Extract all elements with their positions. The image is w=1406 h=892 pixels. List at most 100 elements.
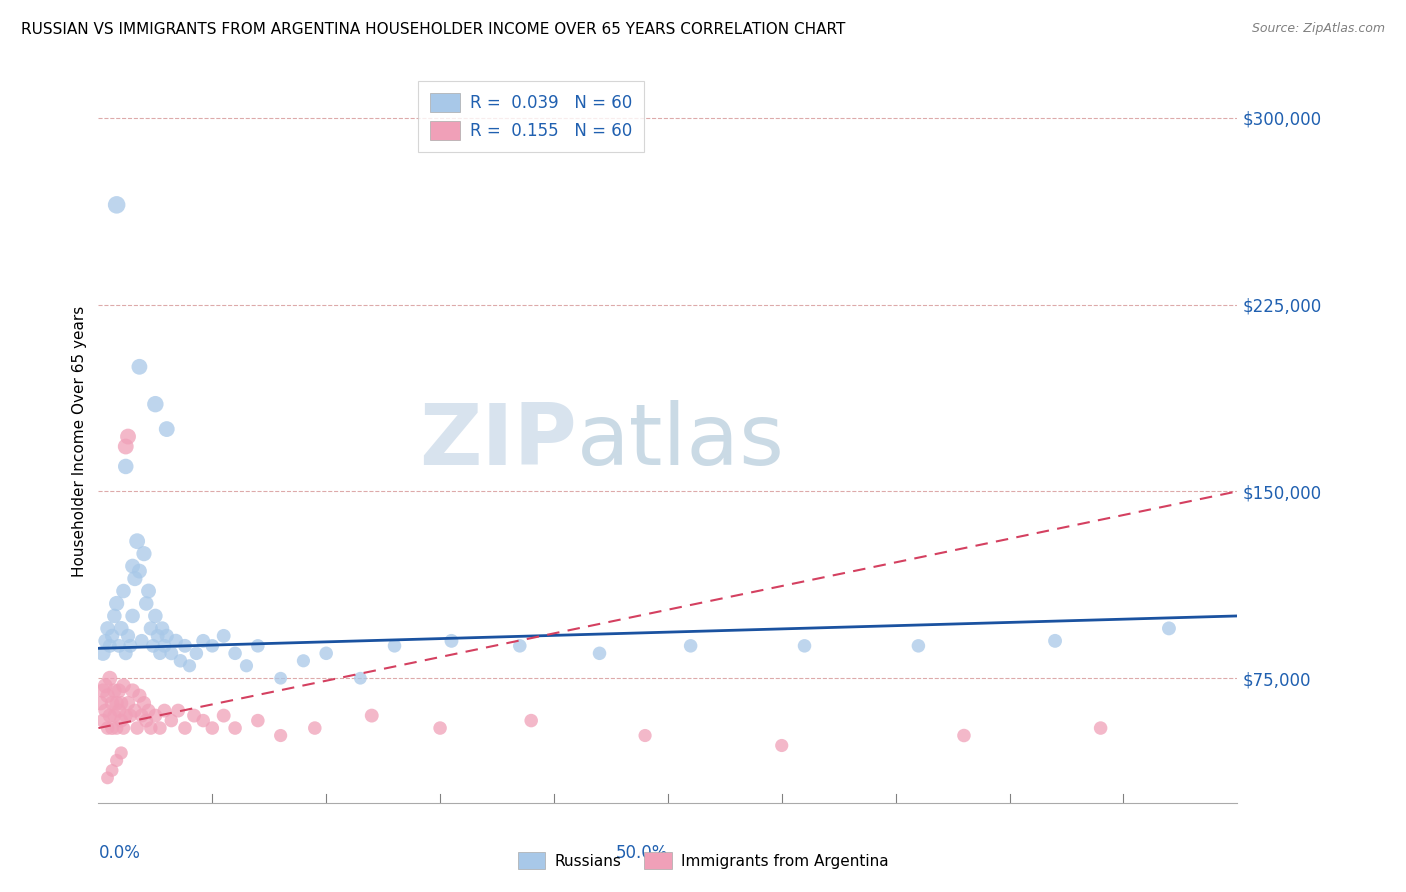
Point (270, 729, 292, 743)
Point (160, 714, 183, 728)
Point (246, 639, 269, 653)
Point (138, 584, 160, 599)
Point (304, 721, 326, 735)
Point (145, 397, 167, 411)
Point (315, 646, 337, 660)
Point (153, 704, 176, 718)
Point (246, 714, 269, 728)
Point (121, 683, 143, 698)
Point (953, 729, 976, 743)
Point (360, 708, 382, 723)
Point (509, 639, 531, 653)
Point (183, 708, 205, 723)
Text: atlas: atlas (576, 400, 785, 483)
Point (165, 633, 187, 648)
Point (132, 696, 155, 710)
Point (132, 547, 155, 561)
Point (117, 696, 139, 710)
Point (135, 597, 157, 611)
Point (112, 679, 135, 693)
Point (193, 714, 215, 728)
Point (224, 721, 246, 735)
Point (105, 721, 128, 735)
Point (145, 609, 167, 624)
Point (105, 696, 128, 710)
Point (108, 683, 131, 698)
Point (139, 621, 162, 635)
Point (124, 704, 146, 718)
Point (224, 646, 246, 660)
Point (131, 708, 153, 723)
Point (149, 646, 172, 660)
Point (128, 689, 150, 703)
Point (105, 597, 128, 611)
Point (114, 708, 136, 723)
Point (110, 696, 132, 710)
Point (160, 646, 183, 660)
Point (105, 754, 128, 768)
Point (94, 704, 117, 718)
Point (127, 534, 149, 549)
Point (135, 714, 157, 728)
Point (110, 621, 132, 635)
Point (114, 440, 136, 454)
Text: 50.0%: 50.0% (616, 845, 668, 863)
Point (186, 646, 208, 660)
Point (1157, 621, 1180, 635)
Legend: Russians, Immigrants from Argentina: Russians, Immigrants from Argentina (512, 846, 894, 875)
Point (384, 639, 406, 653)
Point (91, 683, 114, 698)
Text: RUSSIAN VS IMMIGRANTS FROM ARGENTINA HOUSEHOLDER INCOME OVER 65 YEARS CORRELATIO: RUSSIAN VS IMMIGRANTS FROM ARGENTINA HOU… (21, 22, 845, 37)
Point (179, 658, 201, 673)
Point (349, 671, 371, 685)
Point (96, 771, 118, 785)
Text: 0.0%: 0.0% (98, 845, 141, 863)
Point (103, 609, 125, 624)
Point (103, 683, 125, 698)
Point (117, 629, 139, 643)
Point (108, 704, 131, 718)
Point (520, 714, 543, 728)
Point (91, 646, 114, 660)
Point (793, 639, 815, 653)
Point (94, 679, 117, 693)
Point (114, 646, 136, 660)
Point (96, 689, 118, 703)
Point (121, 559, 143, 574)
Point (146, 629, 169, 643)
Point (150, 621, 173, 635)
Point (193, 633, 215, 648)
Point (169, 654, 191, 668)
Point (96, 721, 118, 735)
Point (120, 639, 142, 653)
Point (101, 764, 124, 778)
Point (235, 658, 257, 673)
Point (588, 646, 610, 660)
Point (121, 609, 143, 624)
Point (103, 708, 125, 723)
Point (634, 729, 657, 743)
Point (105, 198, 128, 212)
Point (90, 696, 112, 710)
Point (770, 739, 793, 753)
Point (131, 633, 153, 648)
Point (138, 704, 160, 718)
Point (201, 721, 224, 735)
Point (212, 629, 235, 643)
Point (128, 564, 150, 578)
Point (440, 633, 463, 648)
Point (142, 639, 165, 653)
Point (145, 708, 167, 723)
Point (174, 639, 197, 653)
Point (1043, 633, 1066, 648)
Point (679, 639, 702, 653)
Point (139, 721, 162, 735)
Point (96, 621, 118, 635)
Point (98, 708, 121, 723)
Point (114, 459, 136, 474)
Point (292, 654, 315, 668)
Point (907, 639, 929, 653)
Point (108, 639, 131, 653)
Point (110, 714, 132, 728)
Point (94, 633, 117, 648)
